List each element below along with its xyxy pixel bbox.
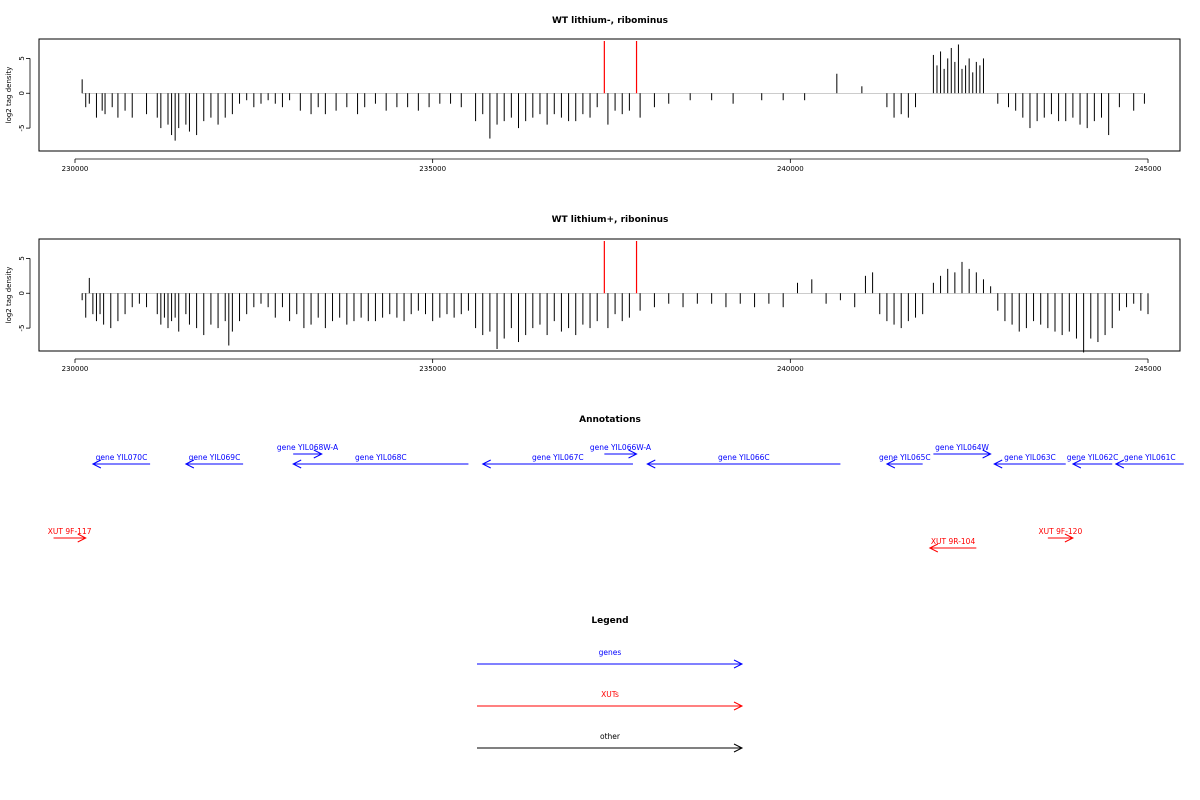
panel-title: WT lithium-, ribominus bbox=[552, 16, 668, 26]
gene-arrow: gene YIL066W-A bbox=[590, 443, 652, 459]
y-tick-label: -5 bbox=[18, 125, 26, 132]
arrow-head bbox=[77, 533, 87, 543]
y-tick-label: 5 bbox=[18, 56, 26, 60]
y-tick-label: -5 bbox=[18, 325, 26, 332]
xut-label: XUT 9F-117 bbox=[48, 527, 92, 536]
gene-arrow: gene YIL068W-A bbox=[277, 443, 339, 459]
gene-arrow: gene YIL061C bbox=[1114, 453, 1184, 469]
arrow-head bbox=[481, 459, 491, 469]
x-tick-label: 235000 bbox=[419, 165, 446, 173]
xut-arrow: XUT 9R-104 bbox=[928, 537, 977, 553]
signal-bars bbox=[81, 241, 1149, 353]
gene-label: gene YIL063C bbox=[1004, 453, 1056, 462]
gene-arrow: gene YIL066C bbox=[646, 453, 841, 469]
y-tick-label: 0 bbox=[18, 291, 26, 295]
x-tick-label: 230000 bbox=[62, 365, 89, 373]
gene-label: gene YIL067C bbox=[532, 453, 584, 462]
arrow-head bbox=[628, 449, 638, 459]
plot-frame bbox=[38, 38, 1181, 152]
y-axis-label: log2 tag density bbox=[5, 67, 13, 124]
arrow-head bbox=[292, 459, 302, 469]
arrow-head bbox=[313, 449, 323, 459]
arrow-head bbox=[184, 459, 195, 469]
gene-label: gene YIL069C bbox=[189, 453, 241, 462]
legend-item-xuts: XUTs bbox=[477, 690, 744, 711]
gene-label: gene YIL062C bbox=[1067, 453, 1119, 462]
legend-items: genes XUTs other bbox=[477, 648, 744, 753]
track-panel-lithium-plus: WT lithium+, riboninus log2 tag density … bbox=[5, 215, 1181, 373]
gene-arrow: gene YIL063C bbox=[993, 453, 1066, 469]
gene-label: gene YIL070C bbox=[96, 453, 148, 462]
legend-label: XUTs bbox=[601, 690, 619, 699]
plot-frame bbox=[38, 238, 1181, 352]
xut-label: XUT 9R-104 bbox=[931, 537, 976, 546]
gene-arrow: gene YIL065C bbox=[879, 453, 931, 469]
axes: 230000 235000 240000 245000 5 0 -5 bbox=[18, 256, 1161, 373]
arrow-head bbox=[982, 449, 992, 459]
arrow-head bbox=[733, 701, 744, 711]
gene-label: gene YIL061C bbox=[1124, 453, 1176, 462]
gene-arrow: gene YIL068C bbox=[292, 453, 469, 469]
xut-arrow: XUT 9F-120 bbox=[1039, 527, 1083, 543]
gene-label: gene YIL065C bbox=[879, 453, 931, 462]
gene-arrow: gene YIL070C bbox=[91, 453, 151, 469]
legend: Legend genes XUTs other bbox=[477, 616, 744, 753]
axes: 230000 235000 240000 245000 5 0 -5 bbox=[18, 56, 1161, 173]
gene-arrow: gene YIL069C bbox=[184, 453, 244, 469]
x-tick-label: 230000 bbox=[62, 165, 89, 173]
track-panel-lithium-minus: WT lithium-, ribominus log2 tag density … bbox=[5, 16, 1181, 173]
legend-item-genes: genes bbox=[477, 648, 744, 669]
annotations-title: Annotations bbox=[579, 415, 641, 425]
gene-arrow: gene YIL062C bbox=[1067, 453, 1119, 469]
arrow-head bbox=[1064, 533, 1075, 543]
arrow-head bbox=[733, 743, 744, 753]
x-tick-label: 240000 bbox=[777, 365, 804, 373]
arrow-head bbox=[733, 659, 744, 669]
gene-label: gene YIL066W-A bbox=[590, 443, 652, 452]
legend-label: genes bbox=[599, 648, 622, 657]
legend-label: other bbox=[600, 732, 621, 741]
y-tick-label: 0 bbox=[18, 91, 26, 95]
x-tick-label: 245000 bbox=[1135, 365, 1162, 373]
gene-label: gene YIL064W bbox=[935, 443, 989, 452]
gene-label: gene YIL068C bbox=[355, 453, 407, 462]
xut-arrow: XUT 9F-117 bbox=[48, 527, 92, 543]
arrow-head bbox=[91, 459, 102, 469]
arrow-head bbox=[993, 459, 1003, 469]
y-axis-label: log2 tag density bbox=[5, 267, 13, 324]
arrow-head bbox=[885, 459, 896, 469]
arrow-head bbox=[1071, 459, 1082, 469]
gene-arrow: gene YIL067C bbox=[481, 453, 633, 469]
signal-bars bbox=[81, 41, 1145, 141]
y-tick-label: 5 bbox=[18, 256, 26, 260]
x-tick-label: 240000 bbox=[777, 165, 804, 173]
xut-label: XUT 9F-120 bbox=[1039, 527, 1083, 536]
panel-title: WT lithium+, riboninus bbox=[552, 215, 669, 225]
gene-label: gene YIL068W-A bbox=[277, 443, 339, 452]
x-tick-label: 235000 bbox=[419, 365, 446, 373]
gene-label: gene YIL066C bbox=[718, 453, 770, 462]
annotations-panel: Annotations gene YIL070C gene YIL069Cgene… bbox=[48, 415, 1184, 553]
x-tick-label: 245000 bbox=[1135, 165, 1162, 173]
arrow-head bbox=[1114, 459, 1125, 469]
arrow-head bbox=[928, 543, 939, 553]
arrow-head bbox=[646, 459, 656, 469]
legend-title: Legend bbox=[591, 616, 628, 626]
annotation-features: gene YIL070C gene YIL069C gene YIL068W-A ge… bbox=[48, 443, 1184, 553]
legend-item-other: other bbox=[477, 732, 744, 753]
gene-arrow: gene YIL064W bbox=[933, 443, 992, 459]
